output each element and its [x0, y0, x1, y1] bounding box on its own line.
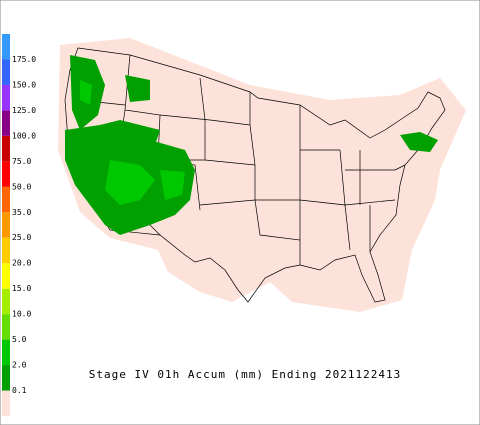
- colorbar-swatch: [2, 339, 10, 366]
- colorbar-label: 10.0: [12, 310, 31, 319]
- colorbar-swatch: [2, 212, 10, 238]
- colorbar-swatch: [2, 263, 10, 289]
- colorbar-swatch: [2, 186, 10, 213]
- colorbar-label: 25.0: [12, 233, 31, 242]
- colorbar-swatch: [2, 84, 10, 111]
- colorbar-label: 2.0: [12, 361, 27, 370]
- precip-area: [125, 75, 150, 102]
- colorbar-label: 150.0: [12, 80, 36, 89]
- map-title: Stage IV 01h Accum (mm) Ending 202112241…: [89, 368, 402, 381]
- colorbar-label: 5.0: [12, 335, 27, 344]
- colorbar-label: 125.0: [12, 106, 36, 115]
- colorbar-swatch: [2, 237, 10, 264]
- colorbar-label: 35.0: [12, 208, 31, 217]
- colorbar-swatch: [2, 365, 10, 391]
- colorbar-label: 75.0: [12, 157, 31, 166]
- colorbar-label: 15.0: [12, 284, 31, 293]
- precip-area: [80, 80, 92, 105]
- colorbar-swatch: [2, 110, 10, 136]
- precipitation: [65, 55, 438, 235]
- colorbar-label: 100.0: [12, 131, 36, 140]
- colorbar-swatch: [2, 288, 10, 315]
- colorbar-label: 0.1: [12, 386, 27, 395]
- colorbar-swatch: [2, 161, 10, 187]
- colorbar-label: 20.0: [12, 259, 31, 268]
- colorbar-swatch: [2, 390, 10, 416]
- colorbar-swatch: [2, 135, 10, 162]
- precip-area: [100, 120, 160, 145]
- colorbar-label: 175.0: [12, 55, 36, 64]
- colorbar-swatch: [2, 314, 10, 340]
- colorbar-swatch: [2, 59, 10, 85]
- precip-area: [400, 132, 438, 152]
- colorbar-label: 50.0: [12, 182, 31, 191]
- colorbar-swatch: [2, 34, 10, 60]
- precip-area: [105, 160, 155, 205]
- us-outline: [64, 47, 446, 303]
- colorbar: 0.1 2.0 5.0 10.0 15.0 20.0 25.0 35.0 50.0 75.0 100…: [2, 34, 36, 416]
- precip-area: [160, 170, 185, 200]
- coverage-area: [58, 38, 466, 312]
